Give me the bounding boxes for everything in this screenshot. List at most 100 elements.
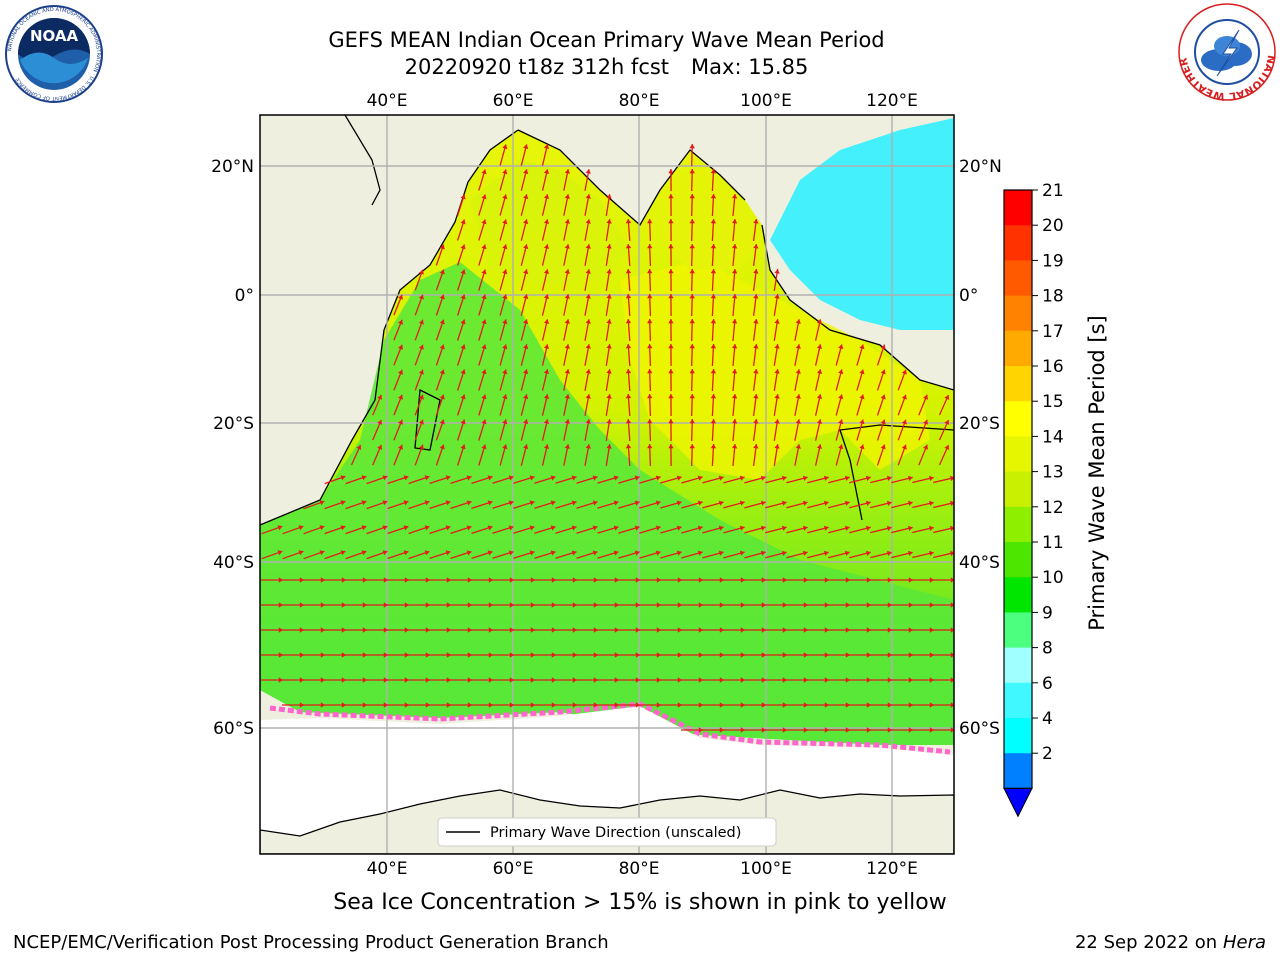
wave-arrow-head <box>950 727 954 733</box>
wave-arrow-head <box>739 550 745 556</box>
bottom-longitude-labels: 40°E 60°E 80°E 100°E 120°E <box>367 859 918 879</box>
wave-arrow-head <box>774 319 780 324</box>
wave-arrow-head <box>944 420 950 425</box>
wave-arrow-head <box>677 602 682 608</box>
wave-arrow-head <box>838 444 844 450</box>
coastlines <box>260 115 954 526</box>
wave-arrow-head <box>418 294 424 300</box>
wave-arrow-head <box>564 419 570 424</box>
wave-arrow-head <box>523 394 529 400</box>
wave-arrow-head <box>398 294 403 300</box>
wave-arrow-head <box>668 169 674 174</box>
wave-arrow-head <box>655 550 661 556</box>
wave-arrow-head <box>543 169 550 174</box>
wave-arrow-head <box>320 627 325 633</box>
wave-arrow-head <box>341 652 346 658</box>
wave-arrow-head <box>781 475 787 481</box>
wave-arrow-head <box>908 602 913 608</box>
wave-arrow-head <box>509 602 514 608</box>
wave-arrow-head <box>502 444 508 450</box>
wave-arrow-head <box>689 444 695 449</box>
wave-arrow-head <box>481 219 487 225</box>
wave-arrow-head <box>795 369 801 374</box>
wave-arrow-head <box>719 627 724 633</box>
wave-arrow-head <box>710 419 717 424</box>
wave-arrow-head <box>571 550 577 556</box>
wave-arrow-head <box>277 550 283 556</box>
wave-arrow-head <box>488 652 493 658</box>
lat-label: 40°S <box>213 553 254 573</box>
wave-arrow-head <box>719 702 724 708</box>
wave-arrow-head <box>753 369 759 374</box>
wave-arrow-head <box>908 677 913 683</box>
wave-arrow-head <box>689 269 695 274</box>
lat-label: 20°N <box>959 157 1002 177</box>
wave-arrow-head <box>816 444 823 449</box>
wave-arrow-head <box>523 194 529 200</box>
wave-arrow-head <box>782 727 787 733</box>
wave-arrow-head <box>866 577 871 583</box>
wave-arrow-head <box>398 319 403 325</box>
colorbar-segment <box>1004 190 1032 226</box>
wave-arrow-head <box>362 602 367 608</box>
wave-arrow-head <box>710 269 717 274</box>
wave-arrow-head <box>625 344 632 349</box>
colorbar-extend-arrow <box>1003 787 1033 818</box>
wave-arrow-head <box>446 577 451 583</box>
colorbar-segment <box>1004 647 1032 684</box>
wave-arrow-head <box>467 677 472 683</box>
colorbar-segment <box>1004 401 1032 437</box>
wave-arrow-head <box>929 525 934 531</box>
lat-label: 40°S <box>959 553 1000 573</box>
wave-arrow-head <box>543 144 550 149</box>
wave-arrow-head <box>564 369 570 374</box>
max-label: Max: 15.85 <box>691 55 809 79</box>
wave-arrow-head <box>361 550 367 556</box>
wave-arrow-head <box>564 219 570 224</box>
wave-arrow-head <box>278 602 283 608</box>
wave-arrow-head <box>823 475 829 481</box>
wave-arrow-head <box>487 525 493 531</box>
wave-arrow-head <box>530 652 535 658</box>
wave-arrow-head <box>585 419 591 424</box>
wave-arrow-head <box>530 702 535 708</box>
wave-arrow-head <box>880 394 886 400</box>
wave-arrow-head <box>572 627 577 633</box>
wave-arrow-head <box>753 294 759 299</box>
wave-arrow-head <box>439 319 445 325</box>
wave-arrow-head <box>418 444 424 450</box>
wave-arrow-head <box>425 602 430 608</box>
colorbar-tick-label: 21 <box>1042 181 1064 201</box>
wave-arrow-head <box>606 394 612 399</box>
colorbar-tick-label: 11 <box>1042 533 1064 553</box>
wave-arrow-head <box>424 475 430 481</box>
wave-arrow-head <box>740 577 745 583</box>
wave-arrow-head <box>320 702 325 708</box>
wave-arrow-head <box>523 244 529 250</box>
wave-arrow-head <box>614 702 619 708</box>
wave-arrow-head <box>929 500 934 506</box>
wave-arrow-head <box>362 627 367 633</box>
wave-arrow-head <box>668 369 674 374</box>
colorbar-tick-label: 13 <box>1042 463 1064 483</box>
wave-arrow-head <box>383 602 388 608</box>
wave-arrow-head <box>676 550 682 556</box>
wave-arrow-head <box>466 525 472 531</box>
wave-arrow-head <box>782 602 787 608</box>
wave-arrow-head <box>439 419 445 425</box>
wave-arrow-head <box>424 500 430 506</box>
wave-arrow-head <box>398 344 403 350</box>
wave-arrow-head <box>908 702 913 708</box>
wave-arrow-head <box>838 394 844 400</box>
wave-arrow-head <box>481 244 487 250</box>
wave-arrow-head <box>502 319 508 325</box>
wave-arrow-head <box>732 444 738 449</box>
wave-arrow-head <box>625 244 632 249</box>
wave-arrow-head <box>277 525 283 531</box>
wave-arrow-head <box>795 419 801 424</box>
wave-arrow-head <box>550 525 556 531</box>
wave-arrow-head <box>592 500 598 506</box>
wave-arrow-head <box>908 627 913 633</box>
wave-arrow-head <box>710 444 717 449</box>
